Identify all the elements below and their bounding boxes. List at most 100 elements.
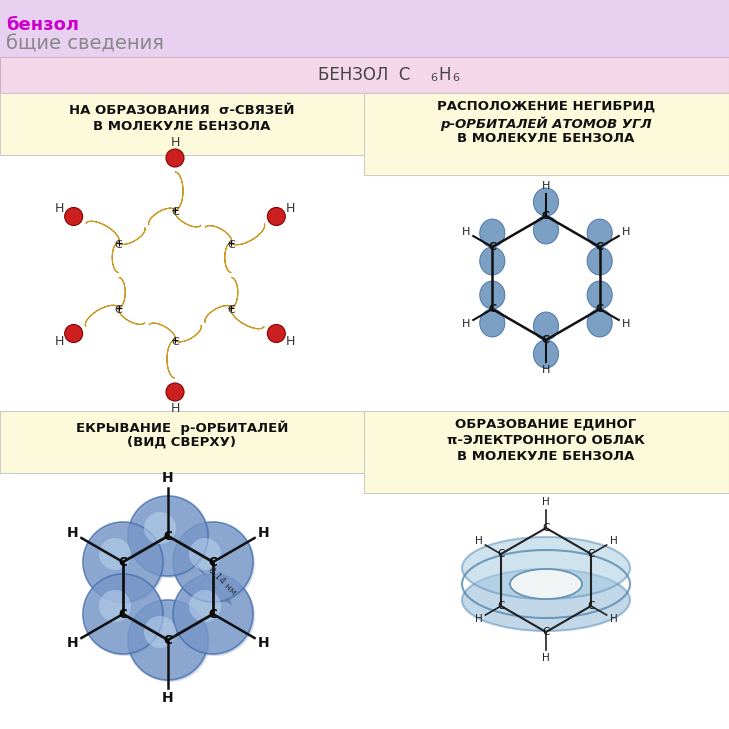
Text: C: C [542,627,550,637]
Polygon shape [534,340,558,368]
Text: C: C [542,211,550,221]
Polygon shape [587,219,612,247]
Text: РАСПОЛОЖЕНИЕ НЕГИБРИД: РАСПОЛОЖЕНИЕ НЕГИБРИД [437,100,655,113]
Text: H: H [67,636,79,650]
Bar [0,93,364,411]
Text: H: H [257,636,269,650]
Polygon shape [205,305,231,322]
Bar [0,411,364,729]
Polygon shape [149,323,176,340]
Text: H: H [55,335,64,348]
Circle shape [83,574,163,654]
Text: C: C [588,601,595,611]
Bar [0,93,364,155]
Polygon shape [232,224,265,245]
Polygon shape [85,305,119,327]
Circle shape [166,149,184,167]
Text: C: C [171,337,179,347]
Text: H: H [286,335,295,348]
Circle shape [83,522,163,602]
Text: бщие сведения: бщие сведения [6,34,164,53]
Text: C: C [596,242,604,252]
Bar [364,93,729,175]
Text: C: C [115,305,122,314]
Text: H: H [67,526,79,540]
Polygon shape [225,243,231,273]
Text: ОБРАЗОВАНИЕ ЕДИНОГ: ОБРАЗОВАНИЕ ЕДИНОГ [456,418,636,431]
Text: π-ЭЛЕКТРОННОГО ОБЛАК: π-ЭЛЕКТРОННОГО ОБЛАК [447,434,645,447]
Text: 6: 6 [452,73,459,83]
Text: C: C [596,304,604,314]
Polygon shape [175,210,201,227]
Circle shape [128,600,208,680]
Polygon shape [86,221,119,242]
Circle shape [175,576,255,656]
Text: C: C [542,335,550,345]
Polygon shape [112,243,119,273]
Bar [364,411,729,729]
Circle shape [99,590,131,622]
Text: H: H [462,227,470,237]
Text: H: H [162,471,174,485]
Circle shape [130,602,210,682]
Text: H: H [622,227,630,237]
Ellipse shape [510,569,582,599]
Text: В МОЛЕКУЛЕ БЕНЗОЛА: В МОЛЕКУЛЕ БЕНЗОЛА [93,120,270,133]
Polygon shape [587,309,612,337]
Polygon shape [587,281,612,309]
Text: H: H [609,614,617,624]
Text: НА ОБРАЗОВАНИЯ  σ-СВЯЗЕЙ: НА ОБРАЗОВАНИЯ σ-СВЯЗЕЙ [69,104,295,117]
Circle shape [173,574,253,654]
Polygon shape [534,312,558,340]
Bar [0,473,364,729]
Bar [364,175,729,411]
Text: H: H [257,526,269,540]
Text: H: H [542,181,550,191]
Circle shape [144,616,176,648]
Ellipse shape [462,569,630,631]
Text: H: H [475,536,483,546]
Text: бензол: бензол [6,16,79,34]
Polygon shape [167,340,175,378]
Polygon shape [149,208,175,225]
Circle shape [173,522,253,602]
Polygon shape [231,308,264,329]
Polygon shape [480,309,505,337]
Text: C: C [488,242,496,252]
Text: C: C [119,555,128,569]
Text: 0,14 нм: 0,14 нм [207,565,238,597]
Text: H: H [475,614,483,624]
Text: H: H [162,691,174,705]
Circle shape [166,383,184,401]
Text: C: C [171,207,179,217]
Text: C: C [227,240,235,249]
Circle shape [268,208,285,225]
Circle shape [130,498,210,578]
Text: C: C [208,555,217,569]
Text: 6: 6 [430,73,437,83]
Circle shape [65,208,82,225]
Text: C: C [119,607,128,620]
Text: C: C [115,240,122,249]
Polygon shape [118,308,144,324]
Text: H: H [542,365,550,375]
Ellipse shape [462,537,630,599]
Polygon shape [534,216,558,244]
Bar [0,155,364,411]
Text: C: C [542,523,550,533]
Polygon shape [175,172,183,210]
Text: C: C [497,549,504,559]
Polygon shape [175,325,201,342]
Text: H: H [622,319,630,329]
Text: H: H [171,402,179,415]
Bar [0,57,729,93]
Polygon shape [119,227,145,244]
Text: C: C [208,607,217,620]
Bar [364,93,729,411]
Text: р-ОРБИТАЛЕЙ АТОМОВ УГЛ: р-ОРБИТАЛЕЙ АТОМОВ УГЛ [440,116,652,130]
Polygon shape [480,281,505,309]
Bar [0,411,364,473]
Text: H: H [609,536,617,546]
Bar [364,411,729,493]
Text: H: H [438,66,451,84]
